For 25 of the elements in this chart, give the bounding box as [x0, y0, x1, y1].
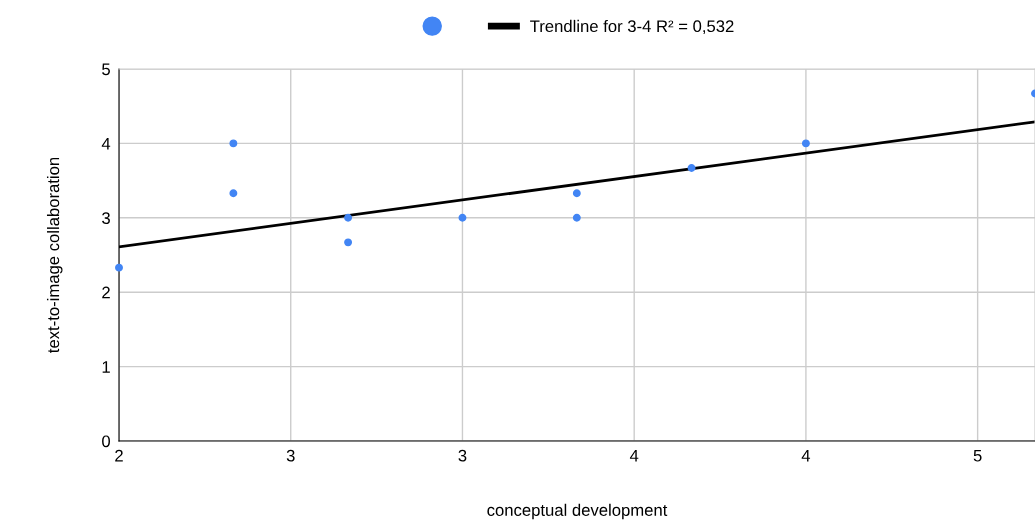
point	[115, 263, 123, 272]
x-axis-title: conceptual development	[487, 503, 668, 520]
point	[801, 139, 810, 148]
point	[344, 213, 353, 222]
x-tick-label: 4	[629, 449, 639, 462]
point	[344, 238, 353, 247]
y-tick-label: 0	[102, 435, 111, 448]
legend-label: Trendline for 3-4 R² = 0,532	[530, 19, 734, 35]
x-tick-label: 4	[801, 449, 811, 462]
y-axis-title: text-to-image collaboration	[46, 157, 63, 353]
x-tick-label: 5	[973, 449, 982, 462]
point	[458, 213, 467, 222]
y-tick-label: 1	[102, 361, 110, 373]
point	[229, 139, 238, 148]
y-tick-label: 4	[101, 137, 111, 150]
point	[229, 189, 238, 198]
y-tick-label: 2	[102, 286, 110, 299]
y-tick-label: 3	[102, 212, 110, 224]
point	[687, 163, 696, 172]
y-tick-label: 5	[102, 63, 110, 76]
point	[572, 213, 581, 222]
x-tick-label: 2	[115, 449, 123, 462]
point	[572, 189, 581, 198]
x-tick-label: 3	[458, 449, 467, 462]
x-tick-label: 3	[286, 449, 295, 462]
